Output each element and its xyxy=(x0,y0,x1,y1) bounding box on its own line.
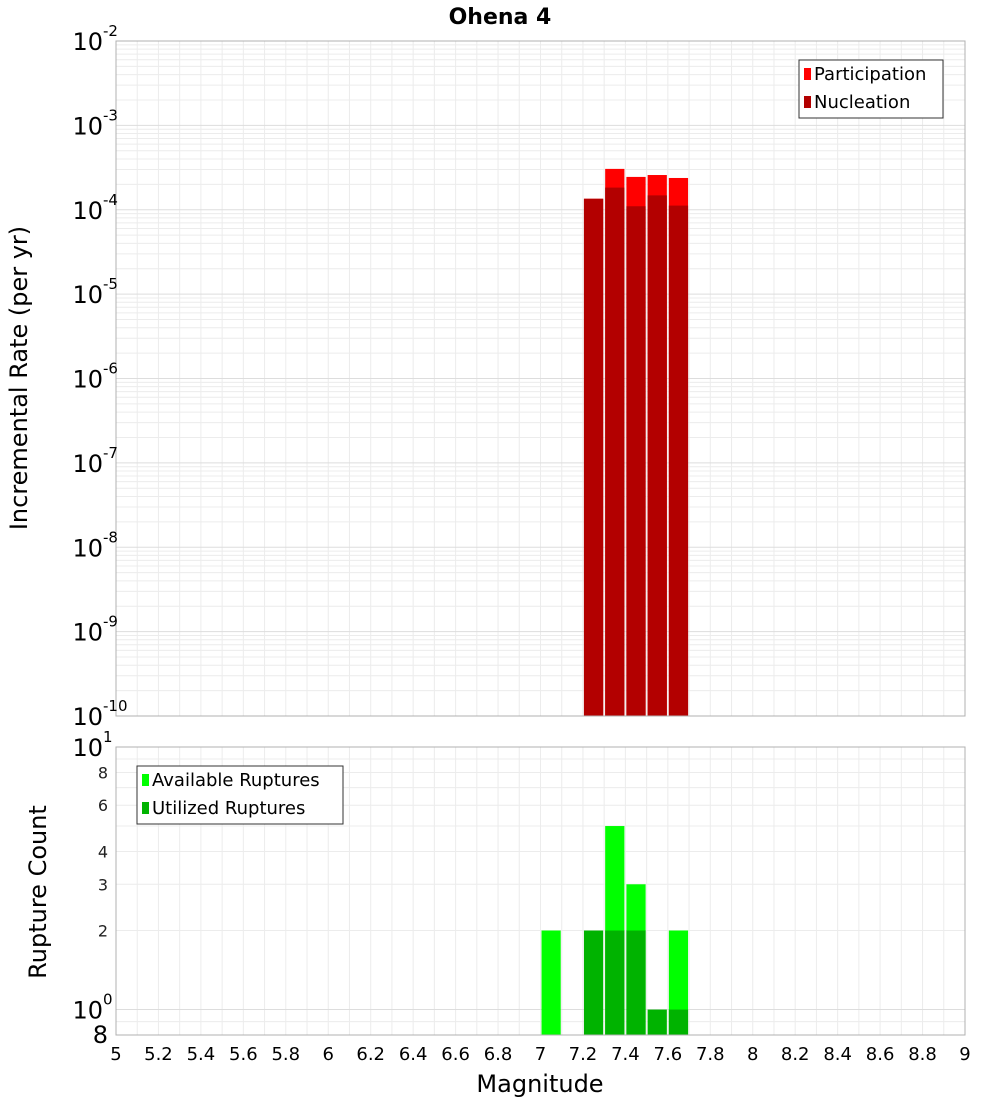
x-axis-ticks: 5 5.2 5.4 5.6 5.8 6 6.2 6.4 6.6 6.8 7 7.2 7.4 7.6 7.8 8… xyxy=(110,1044,970,1065)
x-tick-4: 5.8 xyxy=(271,1044,300,1065)
top-legend: Participation Nucleation xyxy=(798,59,944,119)
top-plot-frame xyxy=(115,40,966,717)
x-tick-9: 6.8 xyxy=(484,1044,513,1065)
bottom-bar-1-2 xyxy=(626,930,646,1035)
bottom-legend-swatch-0 xyxy=(142,774,149,786)
top-y-tick-3: 10 -7 xyxy=(72,444,118,478)
x-tick-7: 6.4 xyxy=(399,1044,428,1065)
bottom-legend: Available Ruptures Utilized Ruptures xyxy=(136,765,344,825)
svg-text:-3: -3 xyxy=(103,106,118,124)
x-tick-8: 6.6 xyxy=(441,1044,470,1065)
svg-text:-6: -6 xyxy=(103,360,118,378)
svg-text:10: 10 xyxy=(72,197,103,225)
x-tick-14: 7.8 xyxy=(696,1044,725,1065)
x-tick-6: 6.2 xyxy=(356,1044,385,1065)
svg-text:1: 1 xyxy=(103,728,113,746)
bottom-y-minor-tick-0: 8 xyxy=(93,1021,108,1049)
bottom-y-minor-tick-3: 4 xyxy=(98,842,108,861)
bottom-plot-frame xyxy=(115,746,966,1036)
top-bar-1-2 xyxy=(626,206,646,716)
top-y-tick-8: 10 -2 xyxy=(72,22,118,56)
svg-text:10: 10 xyxy=(72,619,103,647)
bottom-legend-box xyxy=(136,765,344,825)
bottom-y-tick-0: 10 0 xyxy=(72,991,112,1025)
svg-text:-9: -9 xyxy=(103,613,118,631)
top-y-axis-label: Incremental Rate (per yr) xyxy=(5,226,33,530)
x-tick-15: 8 xyxy=(747,1044,758,1065)
svg-text:-2: -2 xyxy=(103,22,118,40)
bottom-y-minor-tick-5: 8 xyxy=(98,763,108,782)
x-tick-18: 8.6 xyxy=(866,1044,895,1065)
top-y-tick-5: 10 -5 xyxy=(72,275,118,309)
bottom-bar-1-0 xyxy=(583,930,604,1035)
top-legend-swatch-1 xyxy=(804,96,811,108)
bottom-y-minor-tick-1: 2 xyxy=(98,922,108,941)
top-grid xyxy=(115,41,966,717)
svg-text:10: 10 xyxy=(72,450,103,478)
bottom-series-1 xyxy=(583,930,689,1035)
x-tick-3: 5.6 xyxy=(229,1044,258,1065)
svg-text:0: 0 xyxy=(103,991,113,1009)
bottom-bar-1-1 xyxy=(605,930,625,1035)
x-tick-2: 5.4 xyxy=(187,1044,216,1065)
x-tick-13: 7.6 xyxy=(654,1044,683,1065)
top-bar-1-1 xyxy=(605,187,625,716)
top-legend-label-1: Nucleation xyxy=(814,92,910,113)
top-y-tick-7: 10 -3 xyxy=(72,106,118,140)
svg-text:-10: -10 xyxy=(103,697,128,715)
top-y-tick-0: 10 -10 xyxy=(72,697,127,731)
bottom-legend-swatch-1 xyxy=(142,802,149,814)
bottom-y-minor-tick-4: 6 xyxy=(98,796,108,815)
svg-text:10: 10 xyxy=(72,112,103,140)
x-tick-1: 5.2 xyxy=(144,1044,173,1065)
top-y-tick-2: 10 -8 xyxy=(72,528,118,562)
svg-text:10: 10 xyxy=(72,734,103,762)
top-y-tick-6: 10 -4 xyxy=(72,191,118,225)
svg-text:-4: -4 xyxy=(103,191,118,209)
svg-text:-5: -5 xyxy=(103,275,118,293)
svg-text:-7: -7 xyxy=(103,444,118,462)
bottom-legend-label-0: Available Ruptures xyxy=(152,770,320,791)
top-bar-1-4 xyxy=(668,205,689,716)
x-tick-19: 8.8 xyxy=(908,1044,937,1065)
bottom-legend-label-1: Utilized Ruptures xyxy=(152,798,305,819)
bottom-bar-1-4 xyxy=(668,1009,689,1035)
x-tick-10: 7 xyxy=(535,1044,546,1065)
x-tick-20: 9 xyxy=(959,1044,970,1065)
bottom-y-tick-1: 10 1 xyxy=(72,728,112,762)
bottom-bar-0-0 xyxy=(541,930,561,1035)
x-tick-11: 7.2 xyxy=(569,1044,598,1065)
bottom-y-axis-label: Rupture Count xyxy=(24,805,52,979)
x-tick-12: 7.4 xyxy=(611,1044,640,1065)
svg-text:10: 10 xyxy=(72,534,103,562)
top-y-tick-4: 10 -6 xyxy=(72,360,118,394)
svg-text:10: 10 xyxy=(72,366,103,394)
x-tick-5: 6 xyxy=(323,1044,334,1065)
bottom-y-minor-tick-2: 3 xyxy=(98,875,108,894)
top-bar-1-0 xyxy=(583,198,604,717)
top-legend-swatch-0 xyxy=(804,68,811,80)
top-bar-1-3 xyxy=(647,195,667,717)
svg-text:10: 10 xyxy=(72,997,103,1025)
x-tick-16: 8.2 xyxy=(781,1044,810,1065)
top-legend-box xyxy=(798,59,944,119)
bottom-bar-0-3 xyxy=(668,930,689,1035)
top-legend-label-0: Participation xyxy=(814,64,926,85)
x-tick-17: 8.4 xyxy=(823,1044,852,1065)
svg-text:-8: -8 xyxy=(103,528,118,546)
x-axis-label: Magnitude xyxy=(476,1070,603,1098)
svg-text:10: 10 xyxy=(72,703,103,731)
top-y-tick-1: 10 -9 xyxy=(72,613,118,647)
x-tick-0: 5 xyxy=(110,1044,121,1065)
top-series-1 xyxy=(583,187,689,717)
svg-text:10: 10 xyxy=(72,281,103,309)
svg-text:10: 10 xyxy=(72,28,103,56)
bottom-bar-1-3 xyxy=(647,1009,667,1035)
chart-title: Ohena 4 xyxy=(449,5,552,30)
